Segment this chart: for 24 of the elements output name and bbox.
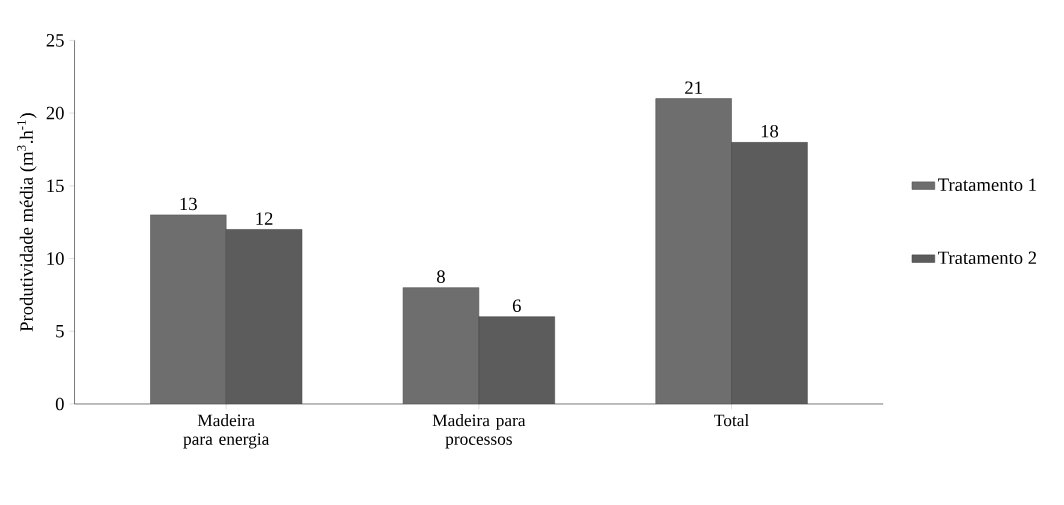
legend-label: Tratamento 2 <box>938 251 1037 265</box>
x-tick-label: Madeira para energia <box>183 414 270 449</box>
bar <box>402 287 480 404</box>
data-label: 12 <box>256 212 273 225</box>
y-tick-label: 20 <box>46 106 64 120</box>
bar <box>731 141 808 404</box>
data-label: 13 <box>180 197 197 211</box>
data-label: 6 <box>512 299 521 312</box>
legend-label: Tratamento 1 <box>938 178 1036 192</box>
x-tick-label: Total <box>714 414 749 427</box>
y-tick-label: 15 <box>47 179 64 193</box>
y-tick-label: 25 <box>46 34 64 47</box>
bar <box>225 229 303 404</box>
bar <box>150 214 227 404</box>
bar <box>478 316 555 404</box>
data-label: 8 <box>437 270 445 283</box>
bar <box>655 98 732 404</box>
x-tick-label: Madeira para processos <box>432 414 526 449</box>
y-tick-label: 0 <box>55 397 64 411</box>
data-label: 21 <box>685 81 702 94</box>
data-label: 18 <box>761 124 779 138</box>
y-tick-label: 5 <box>56 325 64 338</box>
y-tick-label: 10 <box>47 252 64 265</box>
y-axis-title: Produtividade média (m$^{3}$.h$^{-1}$) <box>17 113 37 332</box>
